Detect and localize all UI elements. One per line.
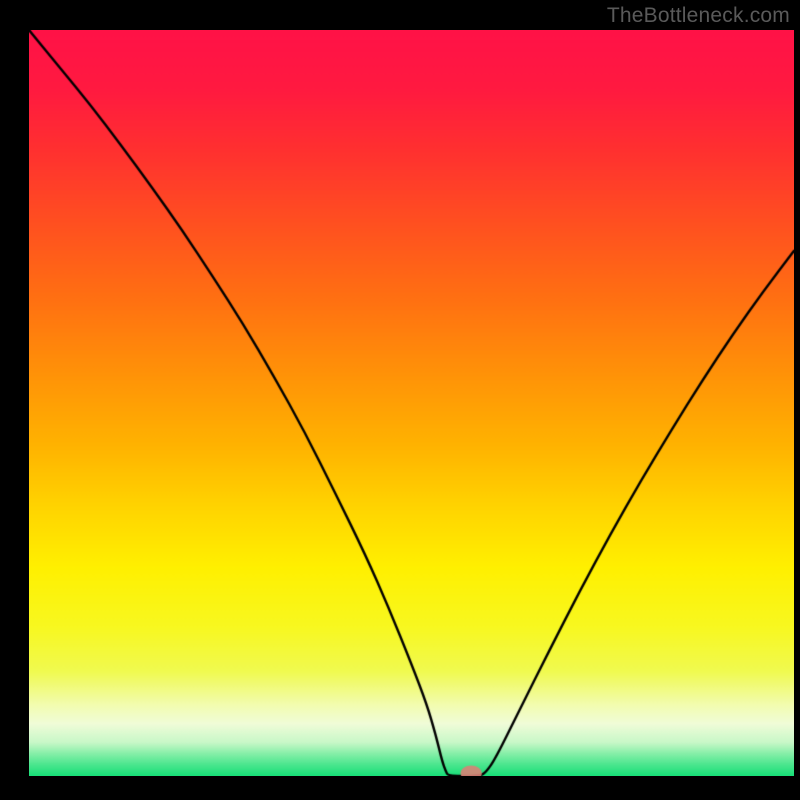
- chart-frame: TheBottleneck.com: [0, 0, 800, 800]
- watermark-text: TheBottleneck.com: [607, 4, 790, 28]
- plot-area: [29, 30, 794, 776]
- plot-canvas: [29, 30, 794, 776]
